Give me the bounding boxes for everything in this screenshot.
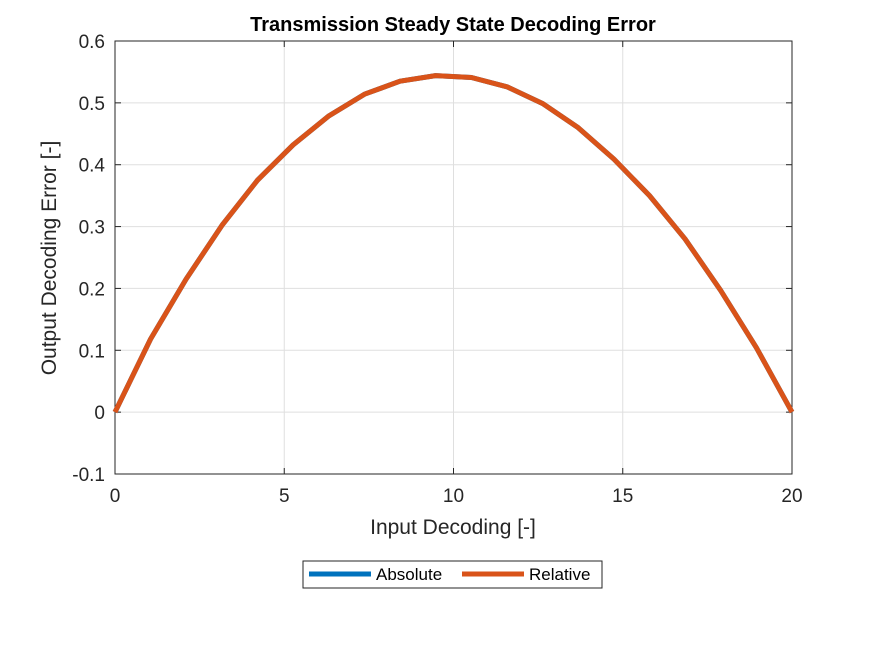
y-tick-label: 0.1 [79, 341, 105, 362]
y-tick-label: -0.1 [72, 465, 105, 486]
x-tick-label: 20 [781, 486, 802, 507]
y-tick-label: 0.6 [79, 32, 105, 53]
tick-labels: 0 5 10 15 20-0.100.10.20.30.40.50.6 [72, 32, 802, 507]
grid [114, 40, 793, 475]
axes-box [114, 40, 793, 475]
y-tick-label: 0 [94, 403, 105, 424]
series-lines [112, 73, 795, 414]
x-tick-label: 10 [443, 486, 464, 507]
x-tick-label: 15 [612, 486, 633, 507]
y-tick-label: 0.3 [79, 218, 105, 239]
axes [114, 40, 793, 475]
chart-title: Transmission Steady State Decoding Error [250, 14, 656, 36]
y-tick-label: 0.2 [79, 279, 105, 300]
legend-label-absolute: Absolute [376, 565, 442, 584]
x-axis-label: Input Decoding [-] [370, 516, 536, 539]
y-tick-label: 0.5 [79, 94, 105, 115]
series-line-relative [112, 73, 795, 414]
legend: Absolute Relative [302, 560, 603, 589]
legend-label-relative: Relative [529, 565, 590, 584]
x-tick-label: 5 [279, 486, 290, 507]
x-tick-label: 0 [110, 486, 121, 507]
y-tick-label: 0.4 [79, 156, 106, 177]
y-axis-label: Output Decoding Error [-] [38, 141, 61, 376]
